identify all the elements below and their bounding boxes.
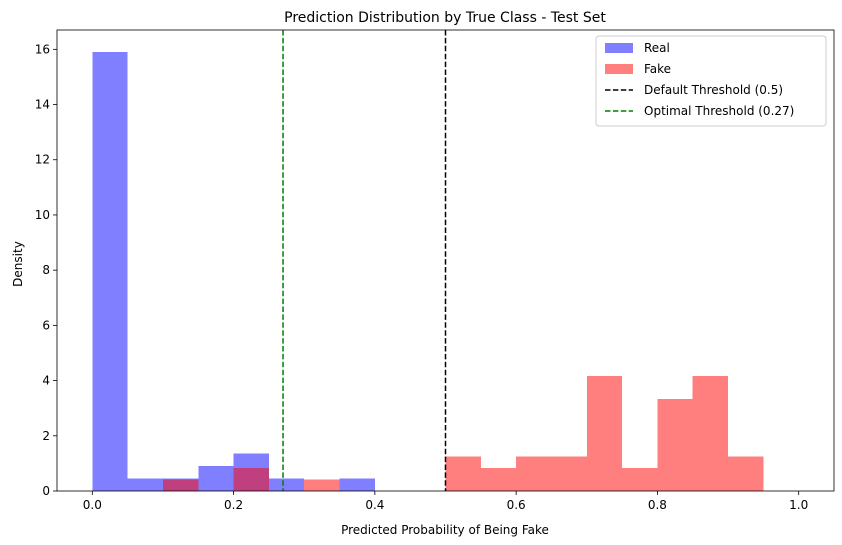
bar-fake-5 bbox=[516, 456, 552, 491]
bar-fake-11 bbox=[728, 456, 764, 491]
axes: 0.0 0.2 0.4 0.6 0.8 1.0 0 2 4 6 8 10 12 14 16 bbox=[35, 29, 835, 512]
bar-real-5 bbox=[268, 478, 305, 491]
bar-fake-2 bbox=[304, 479, 340, 491]
legend-box bbox=[595, 35, 827, 127]
y-tick-label: 16 bbox=[35, 42, 50, 56]
legend-label: Real bbox=[644, 41, 670, 55]
x-tick-label: 0.4 bbox=[365, 498, 384, 512]
legend-item-real: Real bbox=[605, 41, 670, 55]
bar-real-0 bbox=[92, 52, 128, 491]
y-tick-label: 14 bbox=[35, 98, 50, 112]
x-tick-label: 0.6 bbox=[507, 498, 526, 512]
legend-label: Default Threshold (0.5) bbox=[644, 83, 783, 97]
chart-title: Prediction Distribution by True Class - … bbox=[284, 10, 606, 26]
bar-real-3 bbox=[198, 466, 234, 491]
x-tick-label: 0.0 bbox=[83, 498, 102, 512]
x-axis-label: Predicted Probability of Being Fake bbox=[341, 523, 549, 537]
legend-item-fake: Fake bbox=[605, 62, 671, 76]
bar-fake-9 bbox=[657, 399, 693, 491]
x-tick-label: 0.8 bbox=[648, 498, 667, 512]
bar-fake-7 bbox=[586, 375, 623, 491]
x-tick-label: 1.0 bbox=[789, 498, 808, 512]
y-tick-label: 2 bbox=[42, 429, 50, 443]
x-tick-label: 0.2 bbox=[224, 498, 243, 512]
axes-frame bbox=[56, 29, 835, 492]
legend-item-optimal-threshold: Optimal Threshold (0.27) bbox=[605, 104, 794, 118]
bar-fake-0 bbox=[162, 479, 199, 491]
bar-fake-1 bbox=[233, 468, 269, 491]
y-axis-label: Density bbox=[11, 241, 25, 287]
bar-fake-10 bbox=[692, 375, 729, 491]
legend-label: Fake bbox=[644, 62, 671, 76]
y-tick-label: 8 bbox=[42, 263, 50, 277]
bar-fake-3 bbox=[445, 456, 481, 491]
bar-fake-8 bbox=[622, 468, 658, 491]
legend-swatch bbox=[605, 64, 633, 74]
legend: Real Fake Default Threshold (0.5) Optimal T… bbox=[595, 35, 827, 127]
legend-label: Optimal Threshold (0.27) bbox=[644, 104, 794, 118]
legend-swatch bbox=[605, 43, 633, 53]
bar-real-6 bbox=[339, 478, 375, 491]
y-tick-label: 0 bbox=[42, 484, 50, 498]
plot-area bbox=[92, 30, 764, 491]
bar-fake-4 bbox=[480, 468, 517, 491]
y-tick-label: 4 bbox=[42, 374, 50, 388]
y-tick-label: 12 bbox=[35, 153, 50, 167]
bar-fake-6 bbox=[551, 456, 587, 491]
legend-item-default-threshold: Default Threshold (0.5) bbox=[605, 83, 783, 97]
y-tick-label: 6 bbox=[42, 318, 50, 332]
bar-real-1 bbox=[127, 478, 163, 491]
y-tick-label: 10 bbox=[35, 208, 50, 222]
